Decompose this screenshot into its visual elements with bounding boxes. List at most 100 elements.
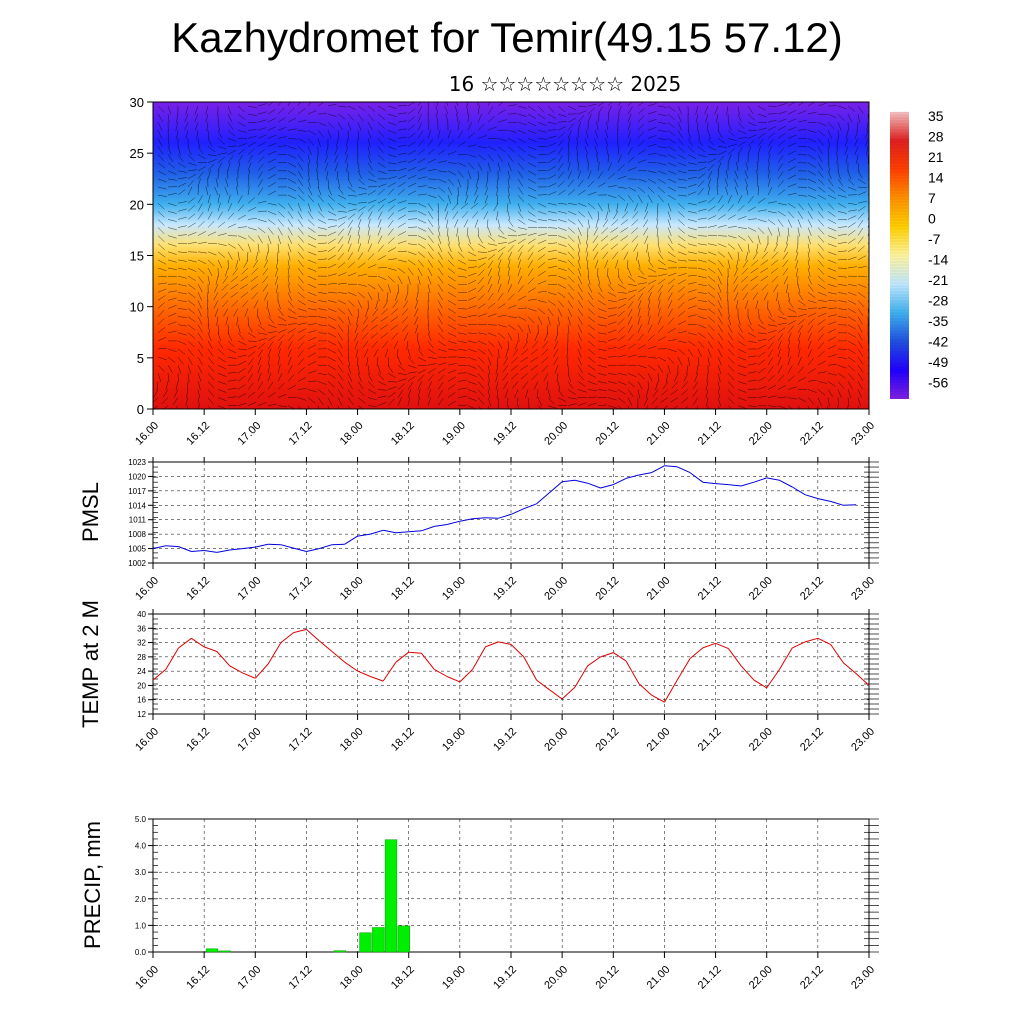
temp-line-segment [382, 661, 397, 682]
pmsl-y-tick-label: 1014 [128, 501, 146, 510]
precip-x-tick-label: 17.12 [287, 964, 315, 992]
pmsl-line-segment [421, 525, 435, 532]
temp-x-tick-label: 20.00 [542, 726, 570, 754]
pmsl-line-segment [191, 550, 205, 552]
temp-line-segment [804, 637, 819, 643]
precip-x-tick-label: 21.00 [645, 964, 673, 992]
pmsl-y-tick-label: 1020 [128, 472, 146, 481]
temp-line-segment [191, 637, 205, 648]
pmsl-line-segment [587, 482, 601, 489]
pmsl-x-tick-label: 20.00 [542, 575, 570, 603]
precip-bar [372, 927, 385, 953]
colorbar-label: -21 [928, 272, 948, 288]
pmsl-line-segment [817, 498, 831, 502]
precip-x-tick-label: 22.00 [747, 964, 775, 992]
colorbar-label: -35 [928, 313, 948, 329]
temp-line-segment [203, 646, 218, 652]
temp-line-segment [280, 632, 294, 643]
pmsl-line-segment [472, 517, 486, 520]
temp-y-tick-label: 28 [137, 653, 146, 662]
pmsl-line-segment [613, 477, 627, 486]
pmsl-x-tick-label: 19.12 [491, 575, 519, 603]
colorbar-label: 35 [928, 108, 944, 124]
temp-x-tick-label: 17.00 [235, 726, 263, 754]
colorbar-label: -49 [928, 354, 948, 370]
pmsl-x-tick-label: 22.12 [798, 575, 826, 603]
temp-y-tick-label: 36 [137, 624, 146, 633]
section-x-tick-label: 22.00 [747, 420, 775, 448]
temp-line-segment [702, 642, 716, 649]
pmsl-line-segment [204, 550, 217, 553]
pmsl-line-segment [676, 466, 691, 474]
section-x-tick-label: 18.00 [338, 420, 366, 448]
temp-line-segment [306, 629, 320, 642]
temp-line-segment [740, 665, 755, 681]
temp-line-segment [727, 648, 742, 667]
temp-line-segment [472, 646, 486, 670]
pmsl-line-segment [459, 518, 473, 522]
precip-y-tick-label: 4.0 [135, 842, 147, 851]
pmsl-x-tick-label: 22.00 [747, 575, 775, 603]
temp-line-segment [549, 689, 563, 700]
pmsl-line-segment [600, 484, 614, 489]
pmsl-x-tick-label: 19.00 [440, 575, 468, 603]
pmsl-x-tick-label: 23.00 [849, 575, 877, 603]
section-y-tick-label: 10 [130, 300, 144, 315]
precip-x-tick-label: 22.12 [798, 964, 826, 992]
wind-barbs [153, 102, 869, 409]
precip-x-tick-label: 23.00 [849, 964, 877, 992]
temp-line-segment [510, 644, 525, 658]
pmsl-line-segment [689, 472, 704, 483]
pmsl-x-tick-label: 18.12 [389, 575, 417, 603]
temp-line-segment [229, 665, 243, 674]
pmsl-line-segment [498, 513, 512, 519]
temp-line-segment [408, 651, 422, 654]
pmsl-line-segment [255, 543, 269, 548]
section-x-tick-label: 17.12 [287, 420, 315, 448]
pmsl-panel: 1002 1005 1008 1011 1014 1017 1020 1023 PMSL 16.0… [78, 457, 879, 603]
section-y-tick-label: 25 [130, 146, 144, 161]
precip-x-tick-label: 20.00 [542, 964, 570, 992]
temp-line-segment [370, 676, 384, 682]
temp-line-segment [753, 679, 767, 689]
section-y-tick-label: 15 [130, 249, 144, 264]
temp-line-segment [676, 658, 691, 681]
pmsl-line-segment [331, 543, 345, 546]
section-x-tick-label: 21.12 [696, 420, 724, 448]
pmsl-line-segment [216, 549, 230, 553]
temp-line-segment [216, 651, 231, 667]
temp-line-segment [344, 661, 358, 672]
precip-bar [205, 948, 219, 953]
temp-line-segment [331, 651, 346, 663]
pmsl-line-segment [843, 504, 857, 506]
temp-line-segment [165, 647, 180, 670]
temp-x-tick-label: 18.00 [338, 726, 366, 754]
pmsl-line-segment [510, 508, 525, 515]
temp-line-segment [254, 663, 269, 679]
section-x-tick-label: 18.12 [389, 420, 417, 448]
temp-line-segment [485, 641, 499, 648]
section-y-tick-label: 0 [137, 402, 144, 417]
precip-x-tick-label: 19.00 [440, 964, 468, 992]
temp-x-tick-label: 21.12 [696, 726, 724, 754]
pmsl-line-segment [434, 524, 448, 527]
pmsl-line-segment [395, 531, 409, 534]
section-x-tick-label: 16.00 [133, 420, 161, 448]
temp-line-segment [267, 642, 282, 665]
pmsl-line-segment [562, 479, 575, 483]
colorbar: 35 28 21 14 7 0 -7 -14 -21 -28 -35 -42 -49 -56 [890, 108, 948, 399]
pmsl-line-segment [574, 479, 588, 484]
temp-line-segment [766, 669, 780, 689]
colorbar-label: -56 [928, 375, 948, 391]
pmsl-line-segment [830, 500, 844, 506]
precip-x-tick-label: 16.12 [184, 964, 212, 992]
section-y-tick-label: 20 [130, 197, 144, 212]
precip-y-tick-label: 2.0 [135, 895, 147, 904]
section-y-tick-label: 5 [137, 351, 144, 366]
temp-line-segment [625, 660, 640, 684]
temp-line-segment [613, 652, 627, 662]
precip-bar [333, 950, 347, 953]
precip-y-tick-label: 5.0 [135, 815, 147, 824]
pmsl-line-segment [664, 465, 678, 468]
temp-panel: 12 16 20 24 28 32 36 40 TEMP at 2 M 16.00 16.12 17.… [78, 600, 879, 754]
